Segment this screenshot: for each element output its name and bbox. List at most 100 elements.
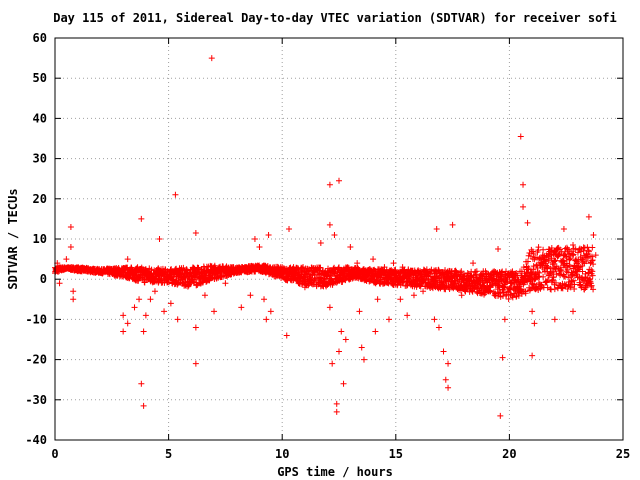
data-point: [552, 257, 559, 264]
data-point: [326, 304, 333, 311]
data-point: [365, 268, 372, 275]
data-point: [567, 255, 574, 262]
data-point: [151, 288, 158, 295]
data-point: [201, 292, 208, 299]
grid: [55, 38, 623, 440]
x-axis-label: GPS time / hours: [277, 465, 393, 479]
data-point: [67, 244, 74, 251]
data-point: [552, 279, 559, 286]
y-tick-label: 10: [33, 232, 47, 246]
data-point: [142, 312, 149, 319]
data-point: [589, 244, 596, 251]
data-point: [301, 284, 308, 291]
data-point: [529, 308, 536, 315]
data-point: [452, 267, 459, 274]
data-point: [300, 264, 307, 271]
data-point: [70, 288, 77, 295]
data-point: [517, 133, 524, 140]
data-point: [560, 225, 567, 232]
data-point: [138, 215, 145, 222]
data-point: [570, 277, 577, 284]
data-point: [356, 308, 363, 315]
data-point: [120, 312, 127, 319]
data-point: [161, 308, 168, 315]
data-point: [70, 296, 77, 303]
data-point: [501, 316, 508, 323]
data-point: [530, 250, 537, 257]
data-point: [326, 221, 333, 228]
data-point: [131, 304, 138, 311]
data-point: [440, 348, 447, 355]
data-point: [265, 231, 272, 238]
data-point: [520, 203, 527, 210]
data-point: [431, 316, 438, 323]
data-point: [211, 308, 218, 315]
data-point: [588, 253, 595, 260]
data-point: [140, 402, 147, 409]
data-point: [458, 268, 465, 275]
data-point: [180, 264, 187, 271]
data-point: [575, 257, 582, 264]
data-point: [574, 249, 581, 256]
y-tick-label: -10: [25, 312, 47, 326]
data-point: [251, 236, 258, 242]
data-point: [192, 360, 199, 367]
data-point: [56, 280, 63, 287]
data-point: [426, 268, 433, 275]
data-point: [540, 273, 547, 280]
data-point: [589, 272, 596, 279]
data-point: [470, 260, 477, 267]
data-point: [442, 376, 449, 383]
x-tick-label: 0: [51, 447, 58, 461]
data-point: [399, 264, 406, 271]
x-tick-label: 10: [275, 447, 289, 461]
y-tick-label: -30: [25, 393, 47, 407]
data-point: [435, 324, 442, 331]
data-point: [535, 256, 542, 263]
data-point: [290, 264, 297, 271]
data-point: [156, 236, 163, 242]
data-point: [333, 408, 340, 415]
data-point: [565, 246, 572, 253]
data-point: [286, 225, 293, 232]
data-point: [267, 308, 274, 315]
y-tick-label: 60: [33, 31, 47, 45]
data-point: [283, 332, 290, 339]
data-point: [571, 281, 578, 288]
data-point: [354, 260, 361, 267]
data-point: [370, 256, 377, 263]
data-point: [338, 328, 345, 335]
data-point: [590, 261, 597, 268]
data-point: [147, 296, 154, 303]
data-point: [487, 287, 494, 294]
data-point: [557, 272, 564, 279]
data-point: [531, 320, 538, 327]
data-point: [339, 278, 346, 285]
data-point: [372, 328, 379, 335]
y-tick-label: 20: [33, 192, 47, 206]
data-point: [473, 268, 480, 275]
data-point: [445, 360, 452, 367]
data-point: [562, 253, 569, 260]
data-point: [520, 264, 527, 271]
data-point: [570, 308, 577, 315]
data-point: [548, 245, 555, 252]
data-point: [192, 324, 199, 331]
data-point: [509, 294, 516, 301]
data-point: [322, 268, 329, 275]
data-point: [399, 279, 406, 286]
data-point: [317, 240, 324, 247]
data-point: [550, 274, 557, 281]
data-point: [342, 336, 349, 343]
data-point: [551, 316, 558, 323]
data-point: [222, 280, 229, 287]
data-point: [329, 360, 336, 367]
data-point: [124, 256, 131, 263]
data-point: [592, 252, 599, 259]
data-point: [140, 328, 147, 335]
data-point: [551, 258, 558, 265]
data-point: [336, 177, 342, 184]
data-point: [495, 246, 502, 253]
data-point: [261, 296, 268, 303]
data-point: [483, 284, 490, 291]
